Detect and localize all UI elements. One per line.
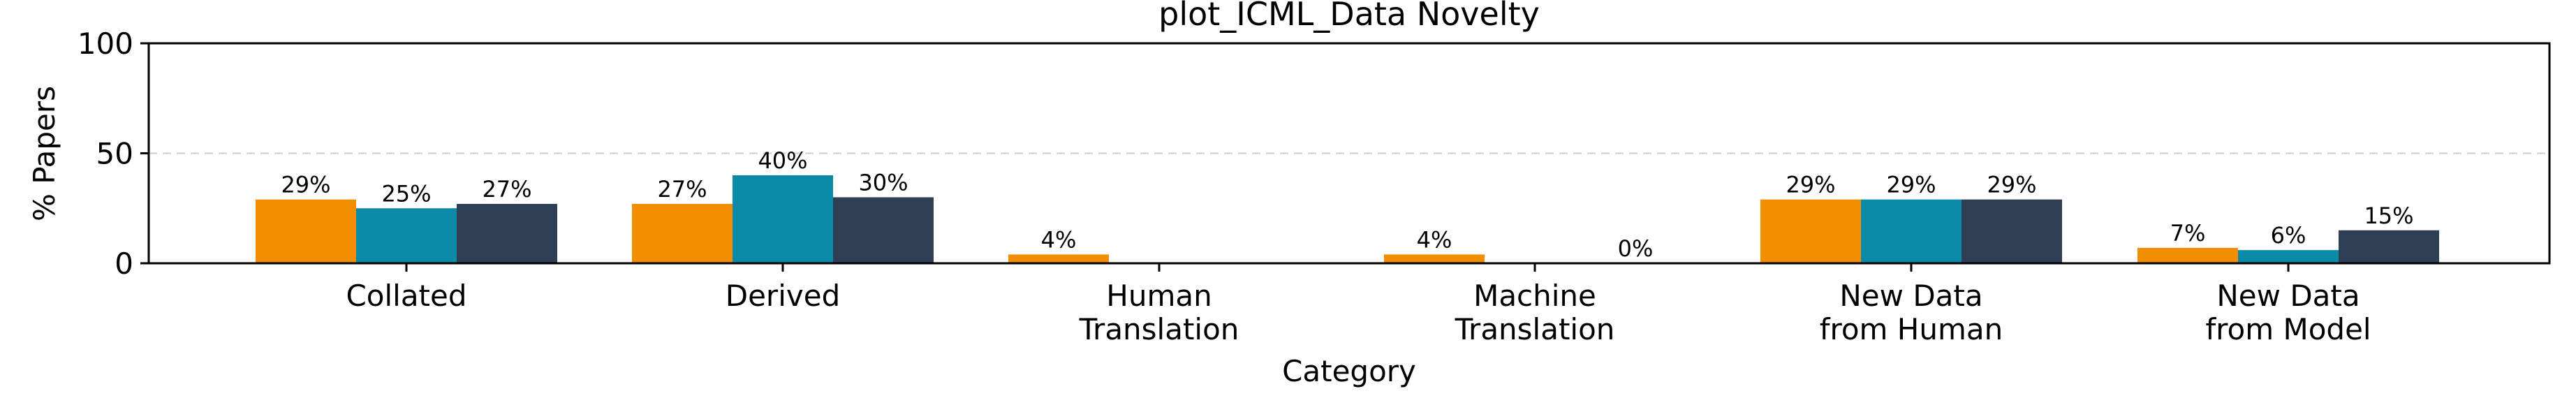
x-tick-label: Human Translation <box>1079 279 1239 346</box>
data-label: 4% <box>1041 226 1077 253</box>
x-tick-label-line: Translation <box>1455 312 1615 346</box>
x-tick-label: Machine Translation <box>1455 279 1615 346</box>
x-tick-label-line: Derived <box>726 279 840 313</box>
data-labels: 29% 27% 4% 4% 29% 7% 25% 40% 29% 6% 27% 30% 0% 29% 15% <box>281 147 2413 262</box>
x-tick-label-line: New Data <box>2216 279 2360 313</box>
bar <box>457 203 557 263</box>
y-axis-label: % Papers <box>27 86 61 221</box>
bar <box>2137 247 2238 263</box>
bar <box>2339 230 2439 263</box>
data-label: 6% <box>2271 222 2306 249</box>
bars-layer <box>256 175 2439 263</box>
x-tick-label-line: from Model <box>2205 312 2371 346</box>
data-label: 27% <box>482 176 531 203</box>
bar <box>256 199 356 263</box>
data-label: 15% <box>2364 203 2413 229</box>
bar <box>1384 254 1485 263</box>
x-tick-label: Derived <box>726 279 840 313</box>
bar <box>632 203 733 263</box>
y-tick-label: 0 <box>115 247 133 281</box>
data-label: 0% <box>1618 235 1654 262</box>
bar <box>833 197 934 263</box>
x-axis-label: Category <box>1282 354 1416 388</box>
x-tick-label: New Data from Model <box>2205 279 2371 346</box>
bar <box>356 208 457 263</box>
data-label: 29% <box>1886 172 1936 198</box>
y-tick-label: 100 <box>78 27 133 61</box>
y-axis: 0 50 100 <box>78 27 149 281</box>
x-tick-label-line: Translation <box>1079 312 1239 346</box>
data-label: 25% <box>381 180 431 207</box>
x-tick-label-line: New Data <box>1839 279 1982 313</box>
x-tick-label-line: Collated <box>346 279 466 313</box>
x-tick-label-line: Machine <box>1473 279 1596 313</box>
data-label: 27% <box>657 176 707 203</box>
y-tick-label: 50 <box>96 137 133 171</box>
data-label: 29% <box>1987 172 2036 198</box>
chart-title: plot_ICML_Data Novelty <box>1158 0 1540 33</box>
bar <box>1760 199 1861 263</box>
bar <box>1008 254 1109 263</box>
bar <box>2238 250 2339 263</box>
data-label: 30% <box>858 170 908 196</box>
data-label: 40% <box>758 147 807 174</box>
bar <box>733 175 833 263</box>
x-tick-label: Collated <box>346 279 466 313</box>
data-label: 29% <box>281 172 330 198</box>
bar <box>1962 199 2062 263</box>
x-tick-label-line: Human <box>1106 279 1212 313</box>
data-label: 4% <box>1417 226 1452 253</box>
x-tick-label-line: from Human <box>1820 312 2003 346</box>
data-label: 7% <box>2170 220 2206 247</box>
bar <box>1861 199 1962 263</box>
data-label: 29% <box>1786 172 1835 198</box>
x-tick-label: New Data from Human <box>1820 279 2003 346</box>
